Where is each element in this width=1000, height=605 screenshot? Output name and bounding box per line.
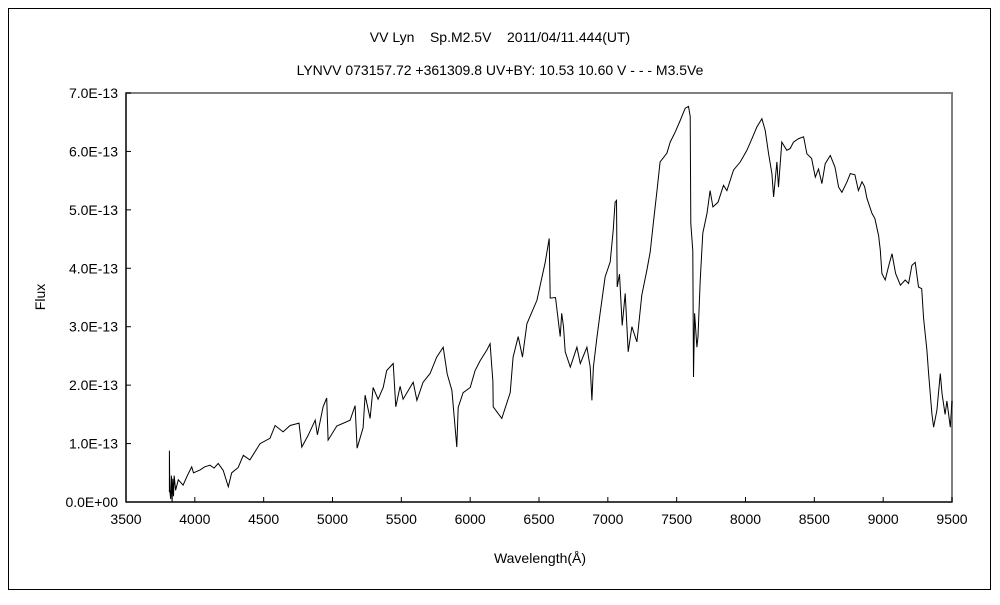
y-tick-label: 0.0E+00 xyxy=(65,494,118,510)
y-tick-label: 2.0E-13 xyxy=(69,377,118,393)
y-axis-label: Flux xyxy=(32,284,48,310)
x-tick-label: 9000 xyxy=(868,511,899,527)
x-tick-label: 7000 xyxy=(592,511,623,527)
x-tick-label: 4500 xyxy=(248,511,279,527)
plot-area: 3500 4000 4500 5000 5500 6000 6500 7000 7500 8000… xyxy=(65,85,967,527)
x-tick-label: 8000 xyxy=(730,511,761,527)
y-tick-label: 4.0E-13 xyxy=(69,260,118,276)
y-tick-label: 7.0E-13 xyxy=(69,85,118,101)
x-tick-label: 5500 xyxy=(386,511,417,527)
x-tick-label: 9500 xyxy=(936,511,967,527)
y-tick-label: 1.0E-13 xyxy=(69,436,118,452)
chart-subtitle: LYNVV 073157.72 +361309.8 UV+BY: 10.53 1… xyxy=(297,62,704,78)
chart-title: VV Lyn Sp.M2.5V 2011/04/11.444(UT) xyxy=(370,29,630,45)
x-tick-label: 6500 xyxy=(523,511,554,527)
x-tick-label: 5000 xyxy=(317,511,348,527)
x-tick-label: 3500 xyxy=(110,511,141,527)
x-tick-label: 7500 xyxy=(661,511,692,527)
x-tick-label: 8500 xyxy=(799,511,830,527)
y-tick-label: 5.0E-13 xyxy=(69,202,118,218)
x-axis-label: Wavelength(Å) xyxy=(494,550,586,566)
x-tick-label: 6000 xyxy=(455,511,486,527)
y-tick-label: 3.0E-13 xyxy=(69,319,118,335)
x-tick-label: 4000 xyxy=(179,511,210,527)
y-tick-label: 6.0E-13 xyxy=(69,143,118,159)
spectrum-line xyxy=(168,105,953,503)
